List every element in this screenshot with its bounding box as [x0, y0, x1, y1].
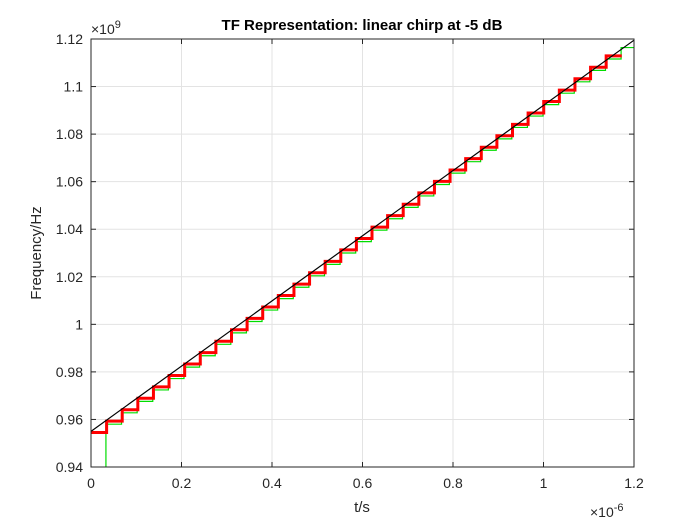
x-tick-label: 0.4 — [262, 475, 282, 491]
x-tick-label: 0.2 — [172, 475, 192, 491]
y-tick-label: 1.06 — [56, 174, 83, 190]
y-tick-label: 0.94 — [56, 459, 83, 475]
y-tick-label: 0.96 — [56, 411, 83, 427]
x-tick-label: 1.2 — [624, 475, 644, 491]
x-tick-label: 0.6 — [353, 475, 373, 491]
y-tick-label: 1.08 — [56, 126, 83, 142]
y-tick-label: 1.1 — [64, 79, 84, 95]
series-reference-line — [91, 39, 634, 432]
x-tick-label: 0.8 — [443, 475, 463, 491]
y-tick-label: 1.12 — [56, 31, 83, 47]
x-exponent-base: ×10 — [590, 504, 614, 520]
y-tick-label: 0.98 — [56, 364, 83, 380]
x-axis-label: t/s — [354, 499, 370, 516]
y-tick-label: 1.02 — [56, 269, 83, 285]
tick-labels: 0 0.2 0.4 0.6 0.8 1 1.2 0.94 0.96 0.98 1 1.02 1.04 1.… — [56, 31, 644, 491]
y-tick-label: 1.04 — [56, 221, 83, 237]
y-exponent-base: ×10 — [91, 21, 115, 37]
x-exponent: ×10-6 — [590, 502, 624, 520]
series-layer — [91, 39, 634, 467]
chart-title: TF Representation: linear chirp at -5 dB — [222, 17, 503, 34]
y-tick-label: 1 — [75, 316, 83, 332]
y-axis-label: Frequency/Hz — [28, 206, 45, 299]
y-exponent: ×109 — [91, 19, 121, 37]
x-tick-label: 1 — [540, 475, 548, 491]
x-exponent-power: -6 — [614, 502, 624, 514]
y-exponent-power: 9 — [115, 19, 121, 31]
x-tick-label: 0 — [87, 475, 95, 491]
ticks — [90, 38, 635, 468]
grid — [91, 39, 634, 467]
